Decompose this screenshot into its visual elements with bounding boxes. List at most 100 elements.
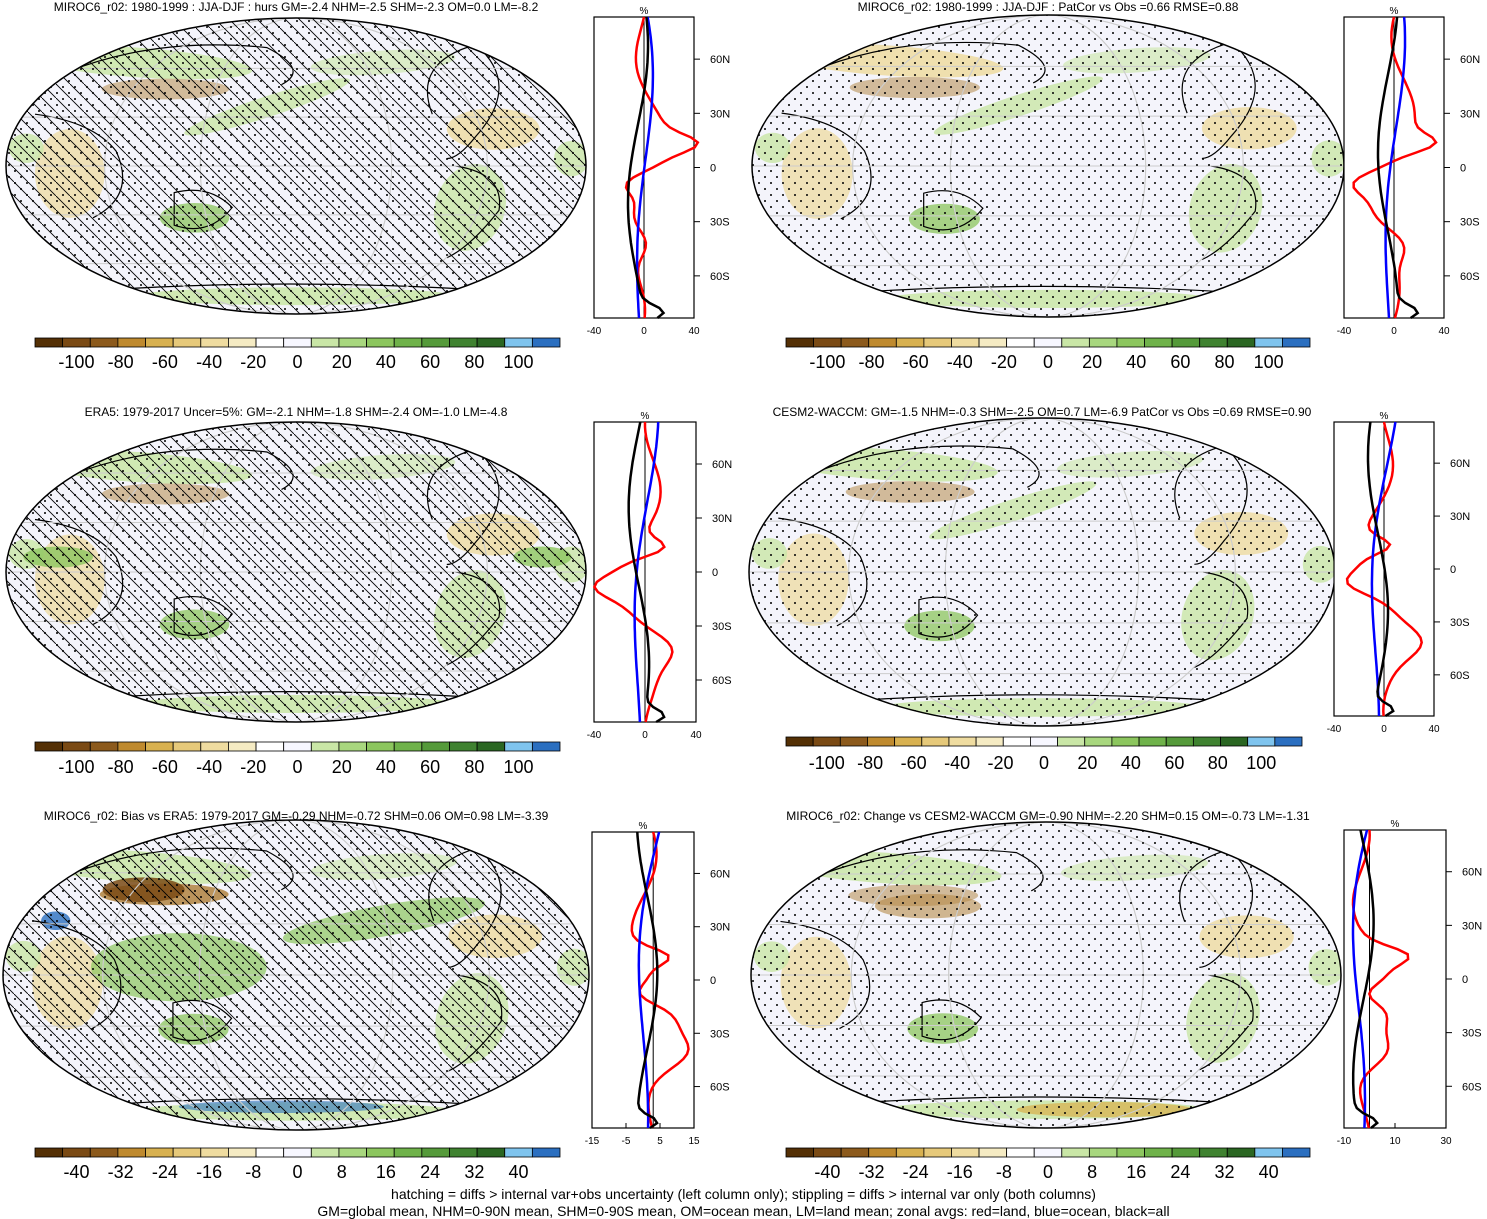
zonal-unit: % [640,6,649,17]
lat-tick-label: 30S [1460,217,1480,229]
colorbar-swatch [476,1147,506,1158]
colorbar-swatch [812,736,841,747]
colorbar-label: -60 [903,352,929,372]
colorbar-swatch [531,741,561,752]
colorbar-label: -32 [108,1162,134,1182]
panel-title: MIROC6_r02: 1980-1999 : JJA-DJF : PatCor… [858,0,1239,14]
lat-tick-label: 60S [712,675,732,687]
colorbar-label: 8 [337,1162,347,1182]
colorbar-swatch [366,1147,395,1158]
colorbar-swatch [1006,1147,1035,1158]
panel-6: MIROC6_r02: Change vs CESM2-WACCM GM=-0.… [750,809,1482,1182]
colorbar-label: -40 [947,352,973,372]
x-tick-label: 0 [641,326,647,337]
colorbar-swatch [531,1147,561,1158]
colorbar-swatch [1282,337,1311,348]
panel-3: ERA5: 1979-2017 Uncer=5%: GM=-2.1 NHM=-1… [5,405,732,777]
zonal-mean-plot: % -40 0 40 60N 30N 0 30S 60S [1337,6,1480,337]
colorbar-label: -100 [58,757,94,777]
stippling [751,822,1341,1128]
colorbar-swatch [393,1147,423,1158]
colorbar-label: -100 [809,753,845,773]
zonal-all-line [636,831,659,1130]
zonal-unit: % [1390,6,1399,17]
colorbar-label: -32 [858,1162,884,1182]
lat-tick-label: 60N [1450,458,1470,470]
map-border [750,821,1342,1129]
colorbar-swatch [393,741,423,752]
colorbar-swatch [923,1147,952,1158]
colorbar-label: 16 [1126,1162,1146,1182]
zonal-land-line [1352,16,1438,319]
zonal-mean-plot: % -15 -5 5 15 60N 30N 0 30S 60S [585,821,730,1147]
colorbar-label: 100 [1254,352,1284,372]
zonal-ocean-line [1370,421,1397,717]
lat-tick-label: 30S [710,217,730,229]
footer-line-1: hatching = diffs > internal var+obs unce… [391,1186,1096,1202]
colorbar-swatch [366,337,395,348]
colorbar-swatch [62,337,91,348]
colorbar-swatch [172,741,202,752]
colorbar-label: 80 [1214,352,1234,372]
lat-tick-label: 60S [1460,271,1480,283]
lat-tick-label: 30N [712,513,732,525]
colorbar-label: 16 [376,1162,396,1182]
colorbar-label: -8 [245,1162,261,1182]
lat-tick-label: 60S [710,271,730,283]
colorbar-swatch [1033,1147,1063,1158]
lat-tick-label: 30N [710,108,730,120]
map-plot [6,422,586,722]
colorbar-label: -20 [988,753,1014,773]
x-tick-label: -40 [1327,724,1342,735]
zonal-all-line [1366,421,1395,718]
colorbar-swatch [89,1147,119,1158]
colorbar-swatch [89,337,119,348]
colorbar-label: -16 [947,1162,973,1182]
colorbar-swatch [283,741,312,752]
colorbar-label: -60 [152,352,178,372]
colorbar-swatch [1116,1147,1145,1158]
colorbar-swatch [34,1147,64,1158]
hatching [3,820,589,1130]
colorbar-label: -16 [196,1162,222,1182]
colorbar-label: 80 [464,352,484,372]
colorbar-swatch [504,337,533,348]
colorbar-swatch [200,741,229,752]
hatching [6,422,586,722]
colorbar-swatch [449,741,478,752]
stippling [752,15,1344,317]
x-tick-label: 0 [1391,326,1397,337]
colorbar-swatch [283,337,312,348]
zonal-unit: % [1380,411,1389,422]
colorbar-label: 24 [420,1162,440,1182]
zonal-ocean-line [1384,16,1407,319]
colorbar-swatch [255,741,285,752]
lat-tick-label: 30N [710,922,730,934]
zonal-ocean-line [1351,829,1369,1129]
colorbar-swatch [868,337,897,348]
x-tick-label: -40 [587,326,602,337]
colorbar-swatch [34,337,64,348]
colorbar-swatch [172,337,202,348]
colorbar-swatch [62,1147,91,1158]
colorbar-label: 32 [464,1162,484,1182]
colorbar-label: -100 [809,352,845,372]
colorbar-swatch [1061,1147,1090,1158]
colorbar: -100 -80 -60 -40 -20 0 20 40 60 80 100 [785,337,1311,372]
colorbar: -100 -80 -60 -40 -20 0 20 40 60 80 100 [785,736,1303,773]
colorbar: -100 -80 -60 -40 -20 0 20 40 60 80 100 [34,741,561,777]
colorbar-label: 8 [1087,1162,1097,1182]
zonal-land-line [592,422,674,723]
colorbar-label: -80 [108,757,134,777]
colorbar-label: 60 [1170,352,1190,372]
lat-tick-label: 60S [1462,1081,1482,1093]
colorbar-swatch [785,736,814,747]
panel-title: MIROC6_r02: 1980-1999 : JJA-DJF : hurs G… [54,0,539,14]
colorbar-swatch [1057,736,1086,747]
colorbar-label: -40 [944,753,970,773]
x-tick-label: -40 [587,730,602,741]
x-tick-label: 40 [690,730,702,741]
colorbar-swatch [1111,736,1140,747]
lat-tick-label: 0 [710,975,716,987]
